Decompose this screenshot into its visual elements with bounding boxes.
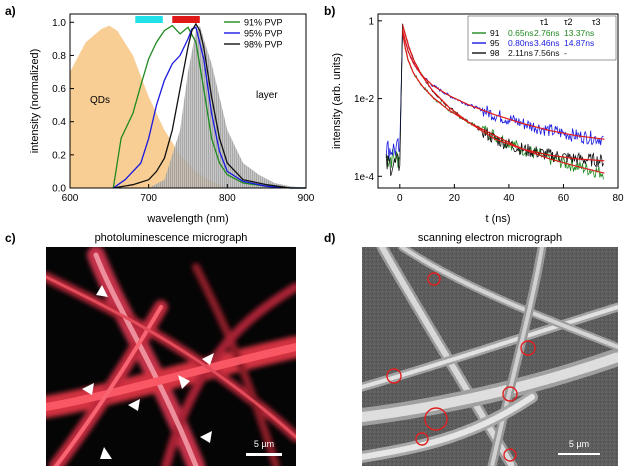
lifetime-table: τ1 τ2 τ3 91 0.65ns 2.76ns 13.37ns 95 0.80ns 3.… — [467, 15, 617, 61]
defect-markers — [386, 272, 536, 462]
y-tick-label: 1e-2 — [354, 94, 374, 105]
lifetime-table-box — [467, 15, 617, 61]
table-cell: 2.76ns — [534, 28, 560, 38]
x-tick-label: 0 — [397, 193, 403, 204]
panel-c-label: c) — [5, 231, 16, 245]
table-cell: 14.87ns — [564, 38, 594, 48]
table-cell: 95 — [490, 38, 500, 48]
annotation-layer: layer — [256, 90, 278, 101]
arrowhead-marker — [100, 447, 112, 459]
x-tick-label: 600 — [62, 193, 79, 204]
scale-bar — [246, 453, 282, 456]
arrowheads — [82, 285, 214, 459]
tau3-header: τ3 — [592, 17, 601, 27]
scale-bar-label: 5 µm — [254, 439, 274, 449]
red-band-marker — [172, 16, 200, 23]
defect-circle — [520, 340, 536, 356]
table-cell: 7.56ns — [534, 48, 560, 58]
y-tick-label: 0.2 — [52, 150, 66, 161]
panel-b-chart: 0 20 40 60 80 1e-4 1e-2 1 t (ns) intensity (arb… — [331, 13, 624, 225]
panel-d-label: d) — [324, 231, 336, 245]
defect-circle — [424, 407, 448, 431]
table-cell: 91 — [490, 28, 500, 38]
y-tick-label: 1.0 — [52, 18, 66, 29]
panel-a-label: a) — [5, 4, 16, 18]
panel-d-title: scanning electron micrograph — [417, 232, 563, 244]
x-tick-label: 80 — [612, 193, 624, 204]
x-tick-label: 20 — [449, 193, 461, 204]
fit-curve — [401, 32, 605, 174]
x-tick-label: 40 — [503, 193, 515, 204]
area-qds — [70, 25, 228, 188]
panel-c-title: photoluminescence micrograph — [94, 232, 248, 244]
defect-circle — [502, 386, 518, 402]
arrowhead-marker — [82, 383, 94, 395]
defect-circle — [415, 432, 429, 446]
table-cell: 98 — [490, 48, 500, 58]
table-cell: 13.37ns — [564, 28, 594, 38]
panel-b-ylabel: intensity (arb. units) — [331, 53, 343, 149]
arrowhead-marker — [178, 375, 190, 389]
panel-a-xlabel: wavelength (nm) — [146, 213, 228, 225]
scale-bar — [558, 453, 600, 455]
tau1-header: τ1 — [540, 17, 549, 27]
photoluminescence-micrograph: 5 µm — [46, 247, 296, 466]
tau2-header: τ2 — [564, 17, 573, 27]
panel-b-frame — [377, 13, 619, 189]
area-layer — [148, 25, 306, 188]
arrowhead-marker — [96, 285, 108, 297]
cyan-band-marker — [135, 16, 163, 23]
y-tick-label: 0.8 — [52, 51, 66, 62]
y-tick-label: 1e-4 — [354, 172, 374, 183]
y-tick-label: 0.0 — [52, 184, 66, 195]
defect-circle — [503, 448, 517, 462]
panel-a-chart: 600 700 800 900 0.0 0.2 0.4 0.6 0.8 1.0 wavelengt… — [29, 13, 315, 225]
table-cell: 2.11ns — [508, 48, 533, 58]
panel-a-frame — [69, 13, 307, 189]
x-tick-label: 700 — [140, 193, 157, 204]
legend-label: 98% PVP — [244, 40, 283, 50]
x-tick-label: 60 — [558, 193, 570, 204]
table-cell: - — [564, 48, 567, 58]
series-line — [113, 22, 306, 189]
series-line — [112, 26, 306, 189]
x-tick-label: 900 — [298, 193, 315, 204]
fit-curve — [401, 24, 605, 162]
annotation-qds: QDs — [90, 95, 110, 106]
defect-circle — [386, 368, 402, 384]
panel-b-label: b) — [324, 4, 336, 18]
arrowhead-marker — [200, 431, 212, 443]
x-tick-label: 800 — [219, 193, 236, 204]
defect-circle — [427, 272, 441, 286]
y-tick-label: 0.6 — [52, 84, 66, 95]
panel-b-xlabel: t (ns) — [485, 213, 510, 225]
scale-bar-label: 5 µm — [569, 439, 589, 449]
legend-label: 91% PVP — [244, 18, 283, 28]
y-tick-label: 0.4 — [52, 117, 66, 128]
arrowhead-marker — [202, 353, 214, 365]
scanning-electron-micrograph: 5 µm — [362, 247, 618, 466]
y-tick-label: 1 — [368, 16, 374, 27]
legend-label: 95% PVP — [244, 29, 283, 39]
fit-curve — [401, 29, 605, 140]
table-cell: 0.80ns — [508, 38, 534, 48]
table-cell: 0.65ns — [508, 28, 534, 38]
panel-a-ylabel: intensity (normalized) — [29, 49, 41, 154]
table-cell: 3.46ns — [534, 38, 560, 48]
arrowhead-marker — [128, 399, 140, 411]
series-line — [112, 24, 306, 189]
